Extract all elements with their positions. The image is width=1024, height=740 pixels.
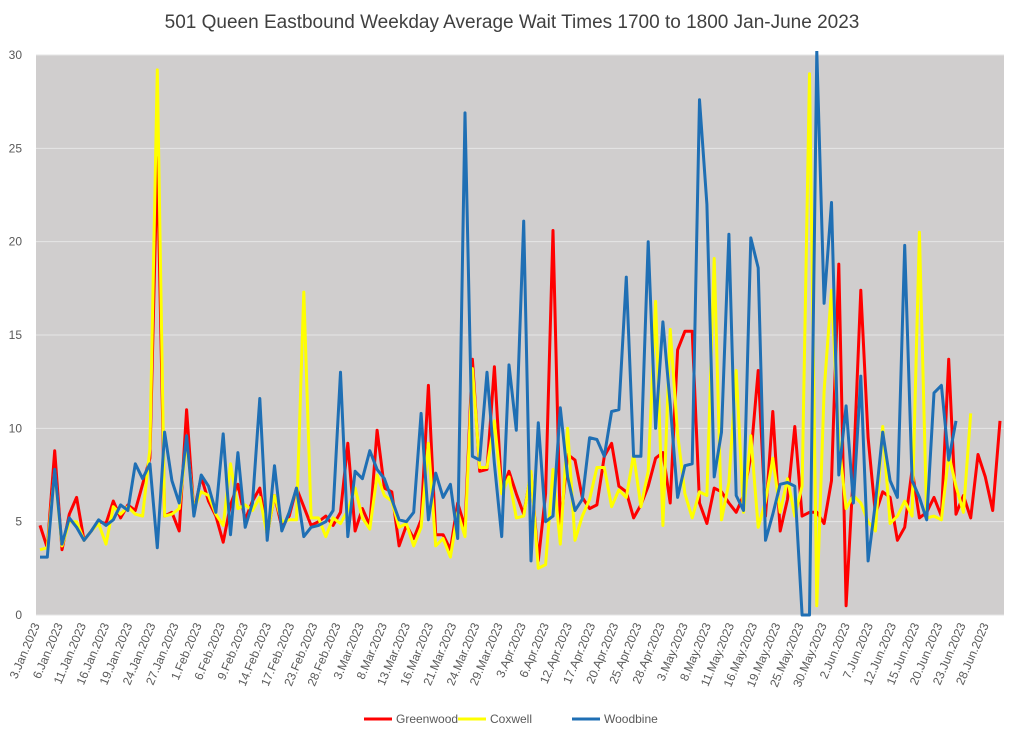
y-tick-label: 30 <box>9 48 23 62</box>
y-tick-label: 15 <box>9 328 23 342</box>
x-axis-ticks: 3.Jan.20236.Jan.202311.Jan.202316.Jan.20… <box>7 620 992 689</box>
chart-title: 501 Queen Eastbound Weekday Average Wait… <box>164 12 860 33</box>
series-lines <box>38 51 1002 617</box>
gridlines <box>36 54 1004 616</box>
legend-label-woodbine: Woodbine <box>604 712 658 726</box>
legend-label-coxwell: Coxwell <box>490 712 532 726</box>
y-axis-ticks: 0 5 10 15 20 25 30 <box>9 48 23 622</box>
legend-label-greenwood: Greenwood <box>396 712 458 726</box>
y-tick-label: 10 <box>9 421 23 435</box>
series-line-woodbine <box>40 51 958 617</box>
y-tick-label: 0 <box>15 608 22 622</box>
y-tick-label: 25 <box>9 141 23 155</box>
y-tick-label: 20 <box>9 235 23 249</box>
y-tick-label: 5 <box>15 515 22 529</box>
legend: Greenwood Coxwell Woodbine <box>364 712 658 726</box>
